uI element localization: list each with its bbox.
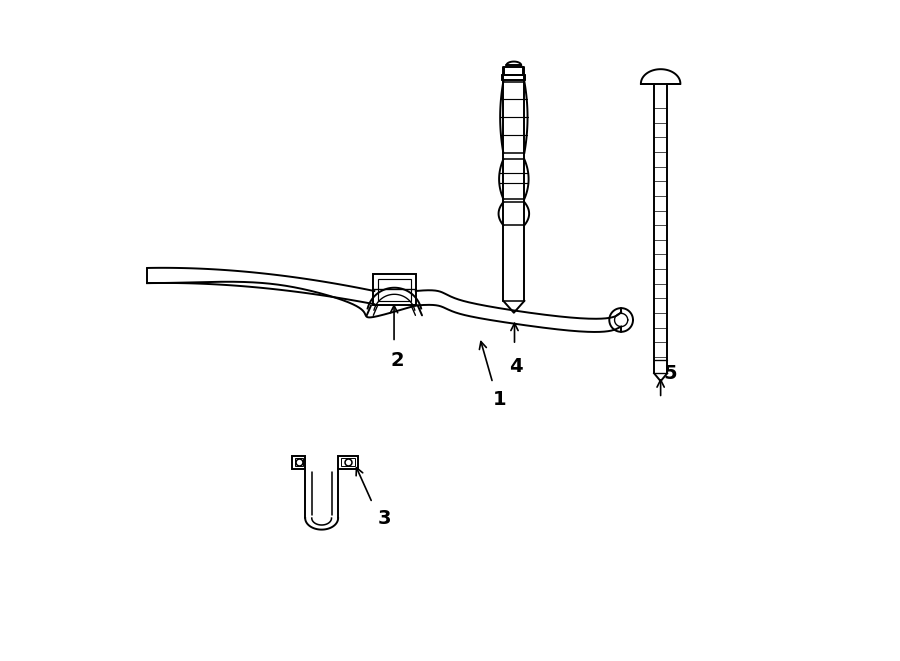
Text: 5: 5	[663, 364, 678, 383]
Text: 2: 2	[391, 350, 404, 369]
Text: 1: 1	[492, 390, 506, 409]
Text: 3: 3	[377, 508, 391, 527]
Text: 4: 4	[509, 357, 523, 376]
